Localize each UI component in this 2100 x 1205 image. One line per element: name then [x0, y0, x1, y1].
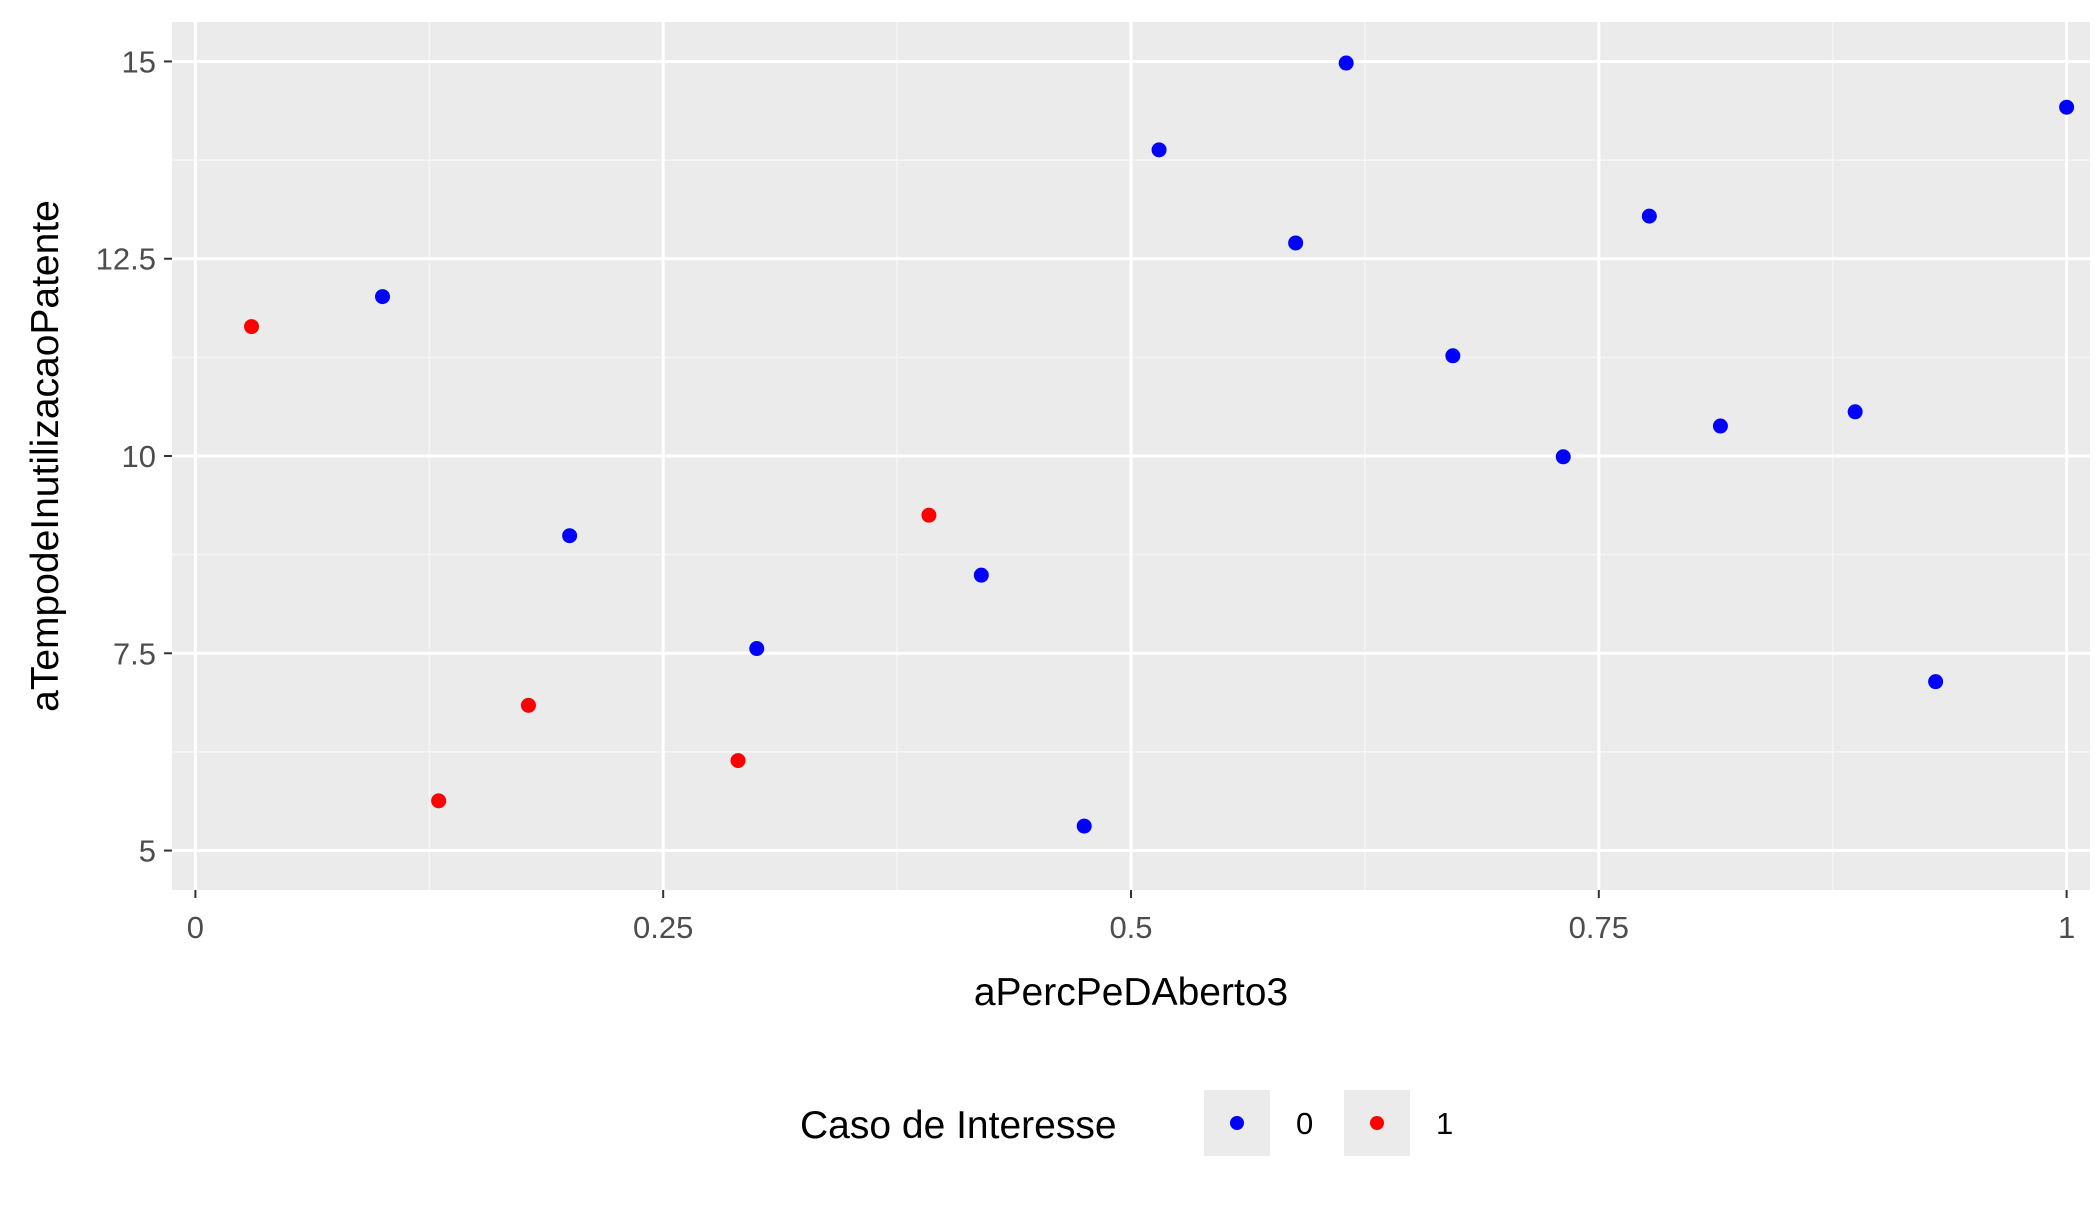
legend-label-1: 1: [1436, 1106, 1453, 1141]
x-tick-label: 0: [187, 910, 204, 945]
data-point-series-1: [431, 793, 447, 809]
legend-label-0: 0: [1296, 1106, 1313, 1141]
data-point-series-0: [1151, 142, 1167, 158]
data-point-series-1: [244, 319, 260, 335]
y-tick-label: 15: [122, 44, 156, 79]
x-tick-label: 0.5: [1109, 910, 1152, 945]
y-tick-label: 7.5: [113, 636, 156, 671]
data-point-series-0: [1928, 674, 1944, 690]
x-axis-title: aPercPeDAberto3: [974, 971, 1288, 1014]
data-point-series-0: [1338, 55, 1354, 71]
legend-marker-1: [1370, 1116, 1384, 1130]
data-point-series-0: [749, 641, 765, 657]
data-point-series-0: [1712, 418, 1728, 434]
data-point-series-1: [921, 507, 937, 523]
x-tick-label: 0.75: [1569, 910, 1629, 945]
data-points: [244, 55, 2075, 834]
data-point-series-0: [1641, 208, 1657, 224]
major-gridlines: [172, 22, 2090, 890]
data-point-series-0: [375, 289, 391, 305]
legend: Caso de Interesse 0 1: [800, 1090, 1453, 1156]
legend-marker-0: [1230, 1116, 1244, 1130]
data-point-series-1: [520, 697, 536, 713]
y-axis-ticks: 5 7.5 10 12.5 15: [96, 44, 172, 869]
y-tick-label: 10: [122, 439, 156, 474]
y-tick-label: 12.5: [96, 242, 156, 277]
data-point-series-0: [973, 567, 989, 583]
y-axis-title: aTempodeInutilizacaoPatente: [24, 200, 67, 712]
legend-title: Caso de Interesse: [800, 1104, 1117, 1147]
x-axis-ticks: 0 0.25 0.5 0.75 1: [187, 890, 2075, 945]
data-point-series-0: [1445, 348, 1461, 364]
data-point-series-0: [1288, 235, 1304, 251]
data-point-series-0: [2059, 99, 2075, 115]
data-point-series-0: [1076, 818, 1092, 834]
x-tick-label: 1: [2058, 910, 2075, 945]
data-point-series-0: [562, 528, 578, 544]
x-tick-label: 0.25: [633, 910, 693, 945]
data-point-series-0: [1847, 404, 1863, 420]
data-point-series-1: [730, 753, 746, 769]
y-tick-label: 5: [139, 834, 156, 869]
data-point-series-0: [1555, 449, 1571, 465]
